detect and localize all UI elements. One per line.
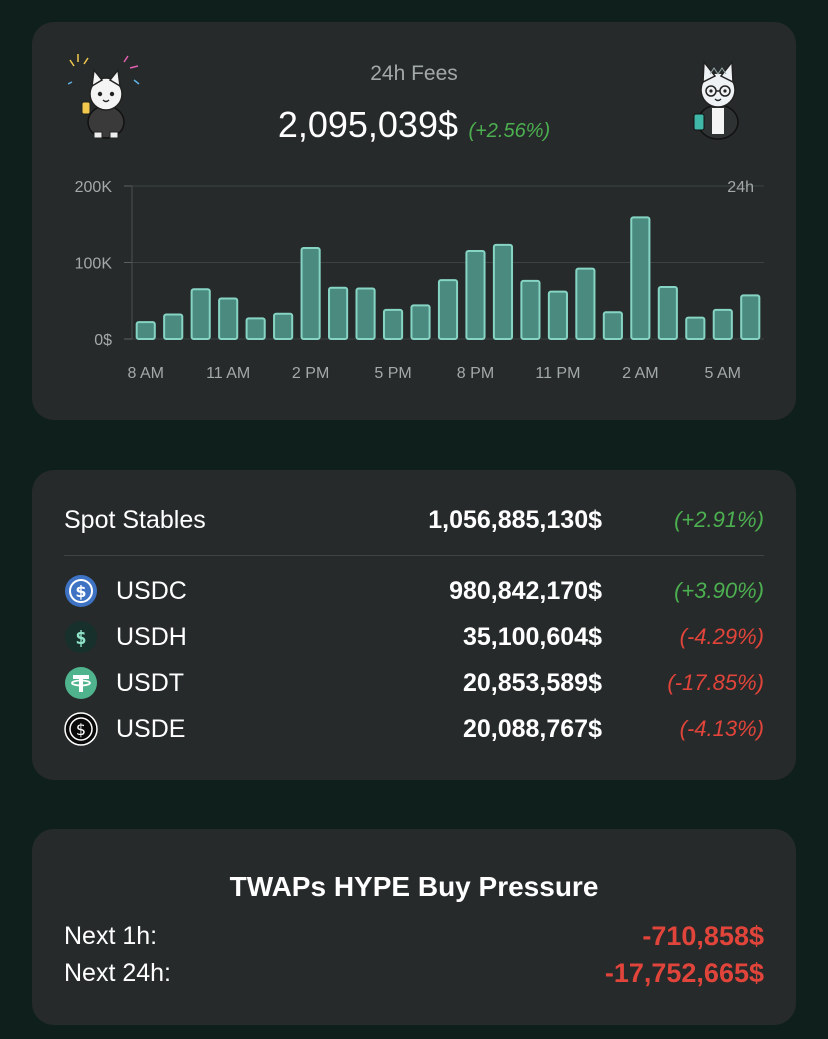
chart-bar[interactable] (547, 290, 568, 341)
stable-row-usdt: USDT 20,853,589$ (-17.85%) (64, 665, 764, 701)
spot-stables-total-row: Spot Stables 1,056,885,130$ (+2.91%) (64, 502, 764, 538)
divider (64, 555, 764, 556)
chart-bar[interactable] (410, 304, 431, 340)
chart-bar[interactable] (382, 308, 404, 340)
twap-buy-pressure-card: TWAPs HYPE Buy Pressure Next 1h: -710,85… (32, 829, 796, 1025)
chart-bar[interactable] (492, 243, 514, 340)
twap-title: TWAPs HYPE Buy Pressure (229, 871, 599, 902)
svg-text:$: $ (76, 720, 86, 739)
fees-card: 24h Fees 2,095,039$ (+2.56%) 0$ 100K 200K … (32, 22, 796, 420)
stable-name: USDC (116, 576, 187, 605)
chart-x-tick-label: 2 PM (292, 365, 329, 382)
stable-amount: 20,088,767$ (462, 714, 602, 743)
spot-stables-amount: 1,056,885,130$ (428, 505, 602, 534)
chart-bar[interactable] (437, 279, 459, 340)
fees-change: (+2.56%) (468, 120, 551, 142)
usde-icon: $ (64, 712, 98, 746)
chart-bar[interactable] (163, 313, 184, 341)
fees-total-row: 2,095,039$ (+2.56%) (32, 104, 796, 146)
twap-label: Next 1h: (64, 921, 158, 950)
chart-bar[interactable] (602, 311, 623, 341)
chart-bar[interactable] (135, 321, 156, 340)
stable-change: (-17.85%) (667, 670, 764, 695)
chart-x-tick-label: 11 AM (206, 365, 250, 382)
stable-amount: 980,842,170$ (449, 576, 602, 605)
chart-bar[interactable] (575, 267, 596, 340)
chart-bar[interactable] (712, 308, 733, 340)
chart-bars (135, 216, 761, 341)
stable-change: (-4.13%) (679, 716, 764, 741)
chart-bar[interactable] (355, 287, 376, 341)
twap-row-next-1h: Next 1h: -710,858$ (64, 919, 764, 953)
chart-x-tick-label: 11 PM (535, 365, 580, 382)
stable-change: (-4.29%) (679, 624, 764, 649)
twap-label: Next 24h: (64, 958, 172, 987)
cat-mascot-celebrating-icon (68, 54, 140, 139)
chart-bar[interactable] (273, 312, 294, 341)
twap-value: -17,752,665$ (604, 957, 764, 988)
chart-y-tick-label: 200K (75, 179, 113, 196)
fees-total: 2,095,039$ (277, 104, 458, 145)
chart-x-tick-label: 8 AM (128, 365, 164, 382)
usdh-icon: $ (65, 621, 97, 653)
spot-stables-card: Spot Stables 1,056,885,130$ (+2.91%) $ U… (32, 470, 796, 780)
chart-bar[interactable] (245, 317, 266, 341)
svg-text:$: $ (75, 582, 86, 601)
chart-bar[interactable] (657, 285, 678, 341)
chart-bar[interactable] (630, 216, 651, 341)
chart-bar[interactable] (740, 294, 761, 341)
stable-row-usde: $ USDE 20,088,767$ (-4.13%) (64, 711, 764, 747)
chart-x-tick-label: 2 AM (622, 365, 658, 382)
spot-stables-label: Spot Stables (64, 505, 206, 534)
chart-bar[interactable] (465, 250, 486, 340)
chart-y-tick-label: 0$ (94, 332, 112, 349)
chart-bar[interactable] (328, 286, 349, 341)
chart-bar[interactable] (685, 316, 706, 341)
twap-row-next-24h: Next 24h: -17,752,665$ (64, 956, 764, 990)
stable-amount: 20,853,589$ (462, 668, 602, 697)
usdt-icon (65, 667, 97, 699)
svg-text:$: $ (75, 627, 86, 649)
fees-title: 24h Fees (370, 62, 458, 85)
chart-bar[interactable] (520, 279, 541, 340)
spot-stables-change: (+2.91%) (674, 507, 764, 532)
chart-bar[interactable] (190, 288, 211, 340)
stable-row-usdc: $ USDC 980,842,170$ (+3.90%) (64, 573, 764, 609)
stable-row-usdh: $ USDH 35,100,604$ (-4.29%) (64, 619, 764, 655)
usdc-icon: $ (65, 575, 97, 607)
chart-period-label: 24h (727, 179, 754, 196)
cat-mascot-suit-glasses-icon (693, 59, 739, 140)
chart-y-tick-labels: 0$ 100K 200K (75, 179, 113, 349)
chart-bar[interactable] (300, 246, 321, 340)
chart-bar[interactable] (218, 297, 239, 340)
stable-name: USDH (116, 622, 187, 651)
stable-name: USDE (116, 714, 186, 743)
stable-change: (+3.90%) (674, 578, 764, 603)
chart-x-tick-labels: 8 AM 11 AM 2 PM 5 PM 8 PM 11 PM 2 AM 5 AM (128, 365, 742, 382)
fees-bar-chart: 0$ 100K 200K 8 AM 11 AM 2 PM 5 PM 8 PM 11 PM 2 A… (75, 179, 764, 382)
chart-x-tick-label: 5 AM (705, 365, 741, 382)
chart-x-tick-label: 5 PM (374, 365, 411, 382)
chart-y-tick-label: 100K (75, 256, 113, 273)
stable-name: USDT (116, 668, 185, 697)
stable-amount: 35,100,604$ (462, 622, 602, 651)
chart-x-tick-label: 8 PM (457, 365, 494, 382)
twap-value: -710,858$ (642, 920, 764, 951)
